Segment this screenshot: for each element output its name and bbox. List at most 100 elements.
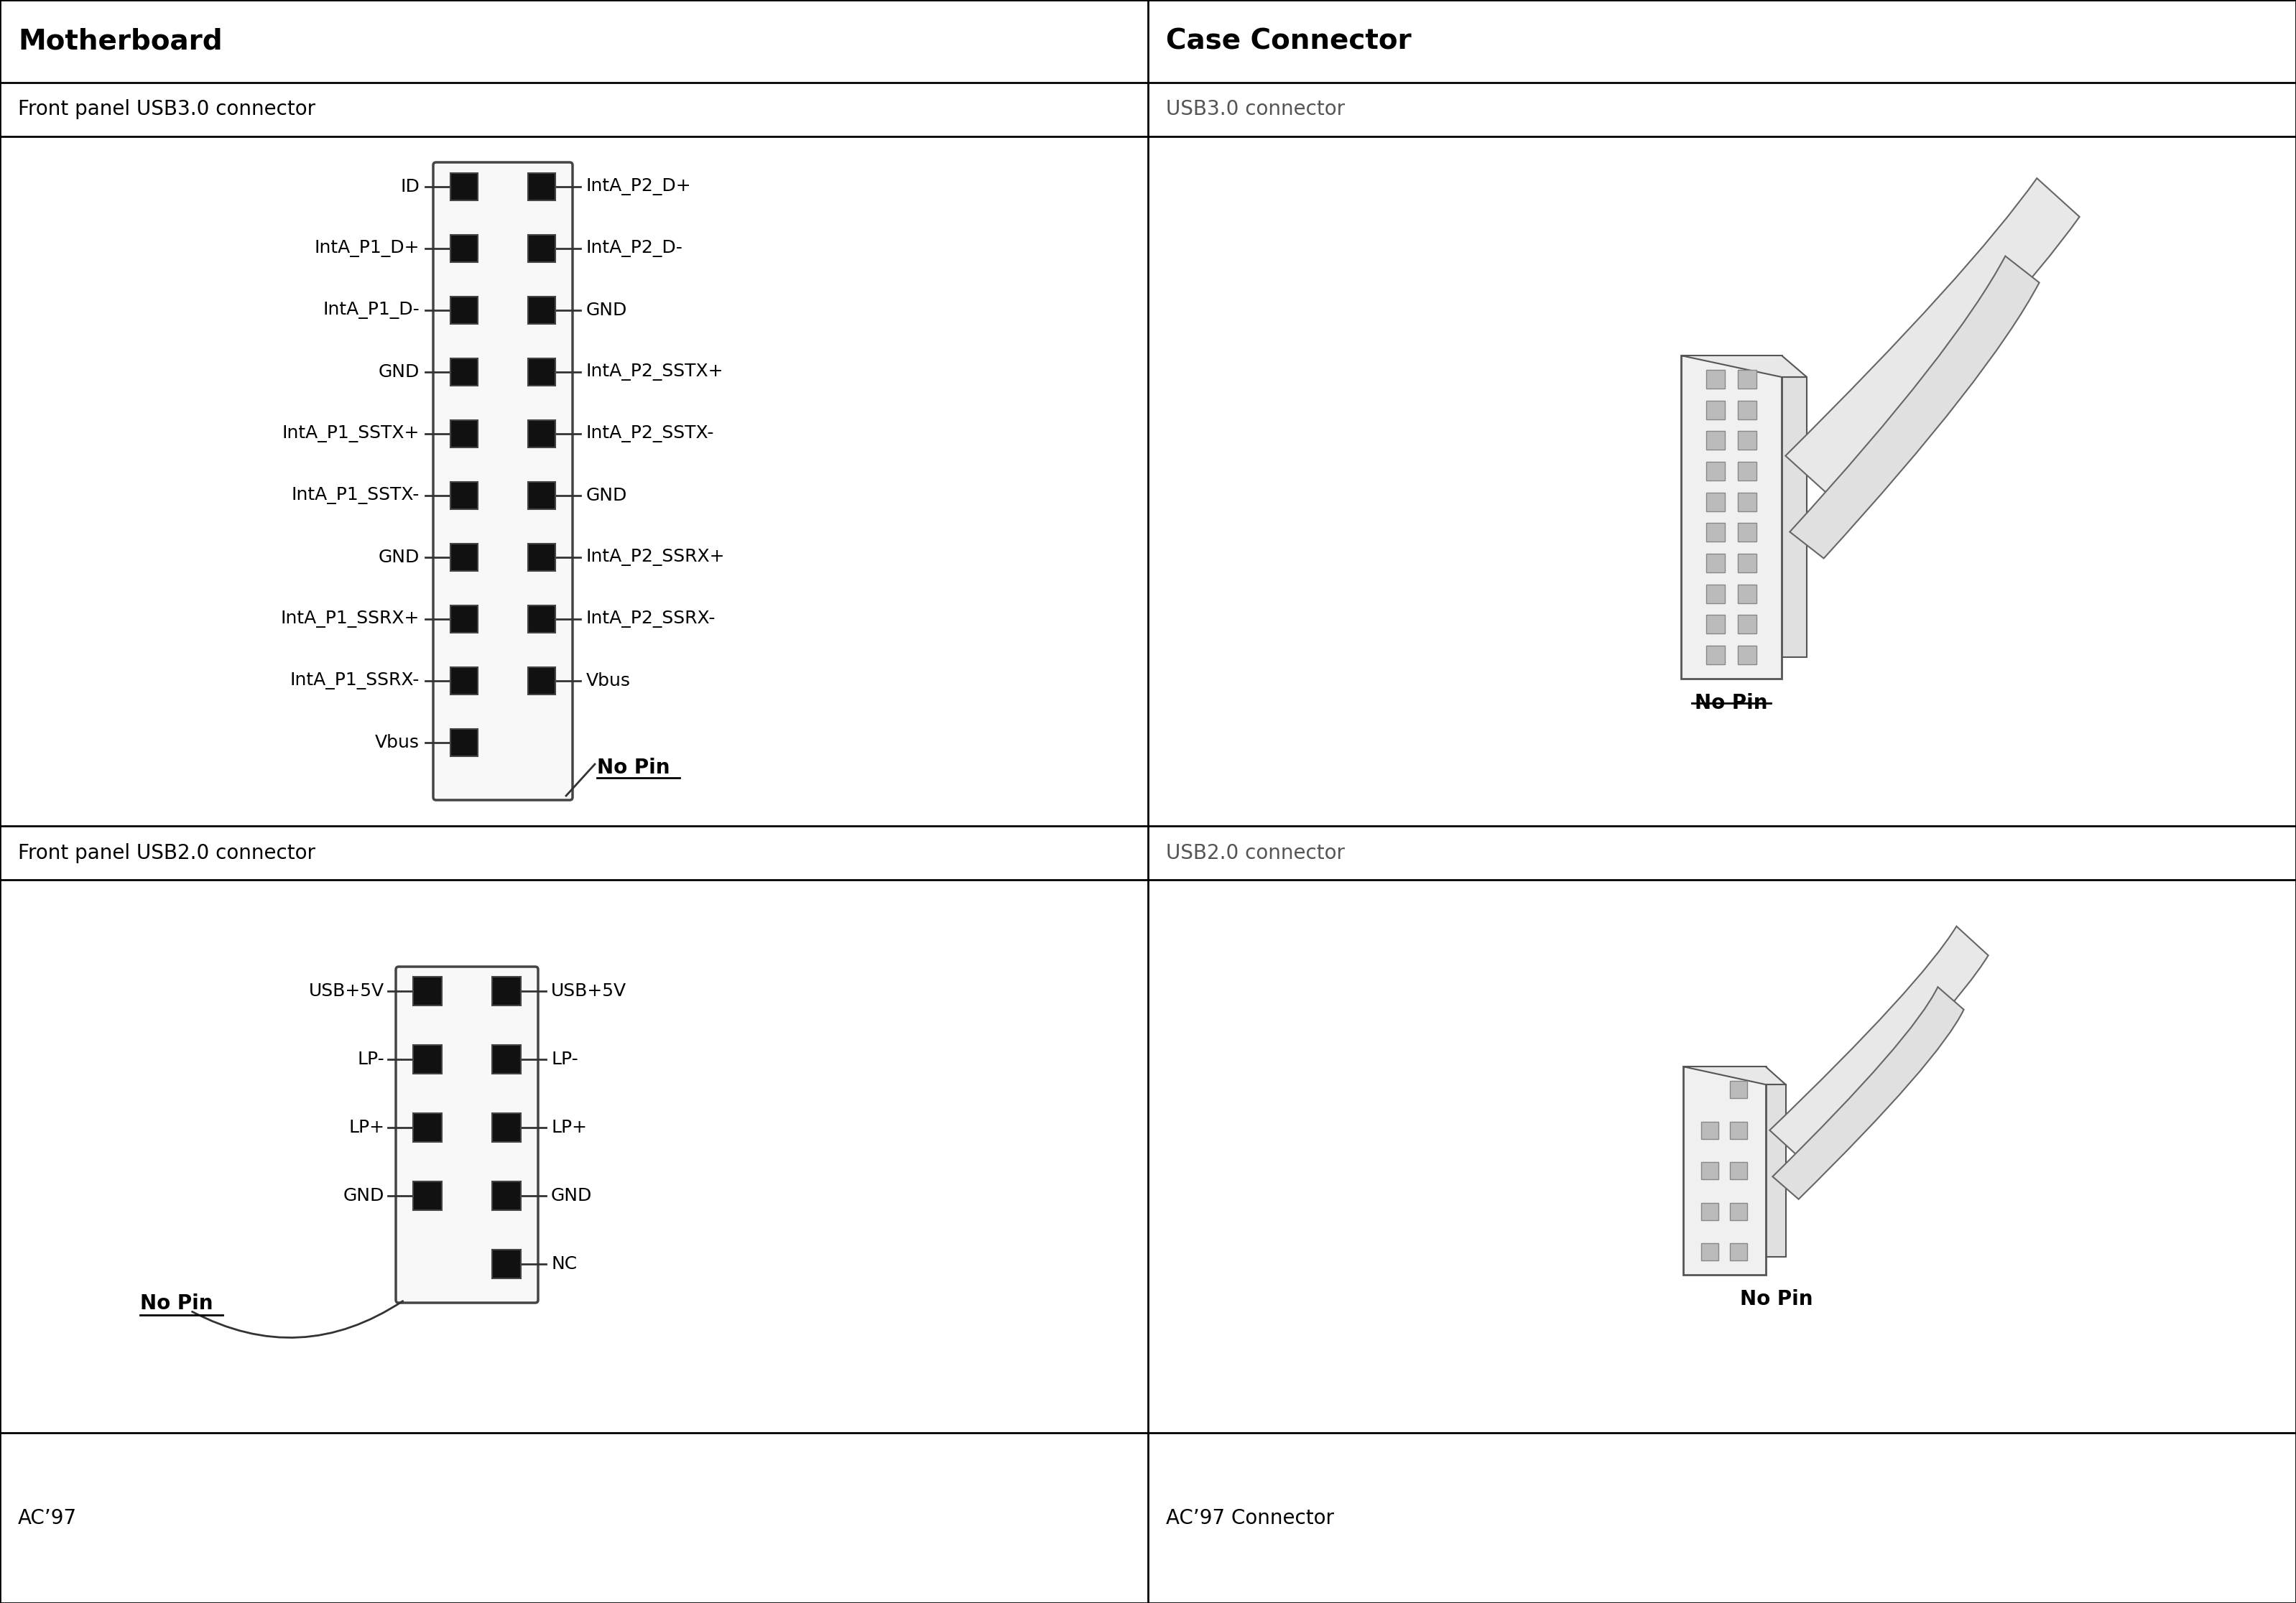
- Bar: [528, 543, 556, 571]
- Bar: [1706, 462, 1724, 481]
- Text: AC’97 Connector: AC’97 Connector: [1166, 1508, 1334, 1528]
- Text: NC: NC: [551, 1255, 576, 1273]
- Bar: [1706, 401, 1724, 418]
- Bar: [413, 1112, 441, 1141]
- Bar: [491, 1181, 521, 1210]
- Text: USB+5V: USB+5V: [310, 983, 383, 1000]
- Text: No Pin: No Pin: [1694, 692, 1768, 713]
- Bar: [1701, 1202, 1717, 1220]
- Bar: [450, 359, 478, 386]
- Bar: [450, 543, 478, 571]
- Text: IntA_P1_SSRX+: IntA_P1_SSRX+: [280, 611, 420, 628]
- Text: Vbus: Vbus: [585, 672, 631, 689]
- Text: No Pin: No Pin: [1740, 1289, 1812, 1310]
- Bar: [413, 976, 441, 1005]
- Text: IntA_P2_SSTX+: IntA_P2_SSTX+: [585, 364, 723, 380]
- Bar: [1738, 646, 1756, 664]
- Bar: [1701, 1162, 1717, 1180]
- Text: No Pin: No Pin: [140, 1294, 214, 1313]
- Bar: [1729, 1244, 1747, 1260]
- PathPatch shape: [1770, 927, 1988, 1159]
- Text: GND: GND: [342, 1188, 383, 1204]
- Text: Motherboard: Motherboard: [18, 27, 223, 55]
- Text: AC’97: AC’97: [18, 1508, 78, 1528]
- Text: IntA_P2_SSTX-: IntA_P2_SSTX-: [585, 425, 714, 442]
- Text: GND: GND: [585, 301, 627, 319]
- Bar: [450, 729, 478, 757]
- Text: USB3.0 connector: USB3.0 connector: [1166, 99, 1345, 120]
- Text: Front panel USB2.0 connector: Front panel USB2.0 connector: [18, 843, 315, 862]
- Bar: [1738, 553, 1756, 572]
- Bar: [450, 236, 478, 263]
- Bar: [1701, 1122, 1717, 1138]
- Bar: [413, 1045, 441, 1074]
- Text: Case Connector: Case Connector: [1166, 27, 1412, 55]
- Bar: [491, 1045, 521, 1074]
- Text: GND: GND: [379, 364, 420, 380]
- Bar: [491, 1112, 521, 1141]
- Bar: [1738, 523, 1756, 542]
- Text: USB+5V: USB+5V: [551, 983, 627, 1000]
- Bar: [450, 483, 478, 510]
- Bar: [413, 1181, 441, 1210]
- Bar: [1729, 1080, 1747, 1098]
- Bar: [528, 173, 556, 200]
- PathPatch shape: [1773, 987, 1963, 1199]
- Bar: [1729, 1122, 1747, 1138]
- Text: IntA_P1_SSRX-: IntA_P1_SSRX-: [289, 672, 420, 689]
- Polygon shape: [1683, 1066, 1786, 1085]
- Bar: [491, 976, 521, 1005]
- Text: GND: GND: [551, 1188, 592, 1204]
- FancyBboxPatch shape: [395, 967, 537, 1303]
- Bar: [1706, 431, 1724, 450]
- Text: IntA_P2_SSRX+: IntA_P2_SSRX+: [585, 548, 726, 566]
- Bar: [1706, 646, 1724, 664]
- Text: IntA_P1_D-: IntA_P1_D-: [324, 301, 420, 319]
- Text: IntA_P2_SSRX-: IntA_P2_SSRX-: [585, 611, 716, 628]
- Bar: [450, 297, 478, 324]
- Bar: [1738, 616, 1756, 633]
- Bar: [450, 667, 478, 694]
- Bar: [528, 483, 556, 510]
- PathPatch shape: [1786, 178, 2080, 494]
- Bar: [1683, 1066, 1766, 1274]
- Polygon shape: [1681, 356, 1807, 377]
- Bar: [491, 1250, 521, 1278]
- Bar: [528, 420, 556, 447]
- Bar: [528, 667, 556, 694]
- Bar: [1738, 401, 1756, 418]
- Text: IntA_P1_SSTX+: IntA_P1_SSTX+: [282, 425, 420, 442]
- Bar: [1738, 585, 1756, 603]
- Text: Vbus: Vbus: [374, 734, 420, 752]
- Bar: [528, 359, 556, 386]
- Text: GND: GND: [585, 487, 627, 505]
- Bar: [1738, 492, 1756, 511]
- PathPatch shape: [1791, 256, 2039, 558]
- Text: LP+: LP+: [349, 1119, 383, 1137]
- Text: IntA_P1_SSTX-: IntA_P1_SSTX-: [292, 487, 420, 505]
- Bar: [1706, 585, 1724, 603]
- FancyBboxPatch shape: [434, 162, 572, 800]
- Bar: [1738, 370, 1756, 388]
- Bar: [1706, 523, 1724, 542]
- Bar: [1738, 462, 1756, 481]
- Text: ID: ID: [400, 178, 420, 196]
- Bar: [1729, 1162, 1747, 1180]
- Bar: [1782, 377, 1807, 657]
- Bar: [1701, 1244, 1717, 1260]
- Bar: [450, 173, 478, 200]
- Bar: [450, 420, 478, 447]
- Text: LP-: LP-: [551, 1050, 579, 1068]
- Bar: [450, 606, 478, 633]
- Text: GND: GND: [379, 548, 420, 566]
- Text: LP-: LP-: [358, 1050, 383, 1068]
- Bar: [1766, 1085, 1786, 1257]
- Text: LP+: LP+: [551, 1119, 588, 1137]
- Text: IntA_P2_D-: IntA_P2_D-: [585, 240, 684, 256]
- Bar: [1729, 1202, 1747, 1220]
- Text: Front panel USB3.0 connector: Front panel USB3.0 connector: [18, 99, 315, 120]
- Bar: [1706, 616, 1724, 633]
- Bar: [1738, 431, 1756, 450]
- Text: IntA_P2_D+: IntA_P2_D+: [585, 178, 691, 196]
- Bar: [528, 236, 556, 263]
